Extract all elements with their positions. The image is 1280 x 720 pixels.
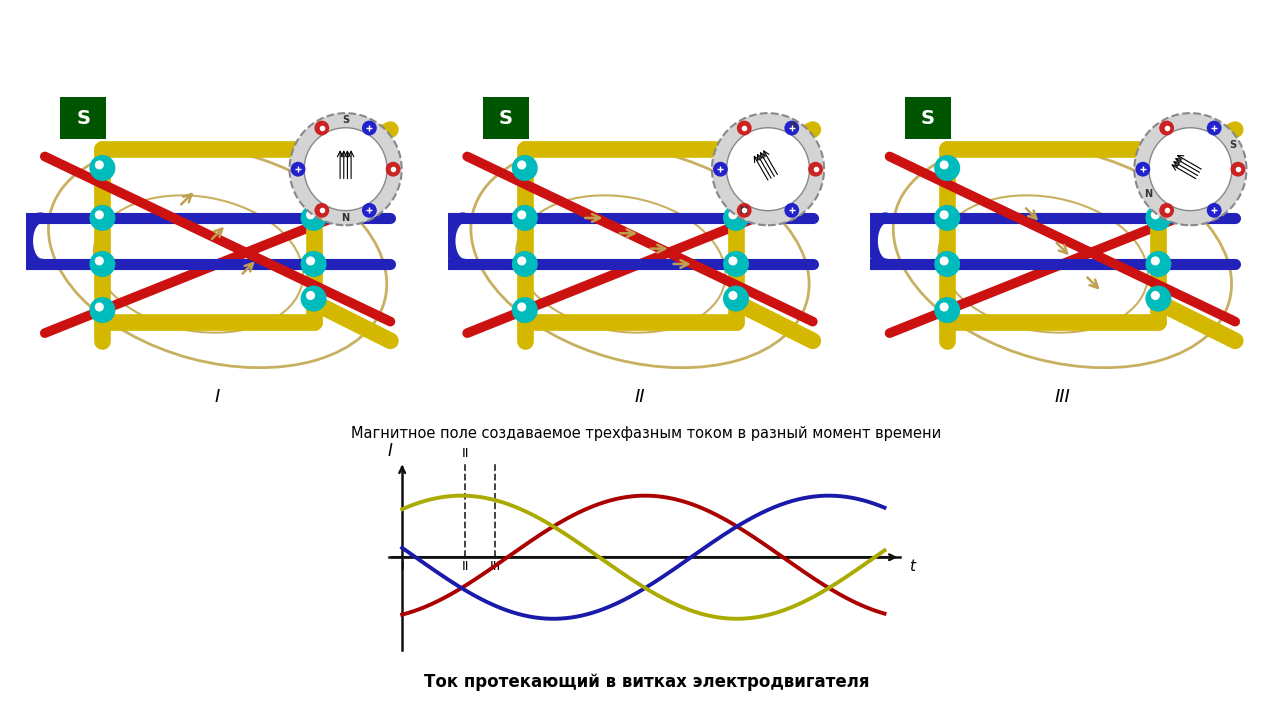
Circle shape bbox=[96, 303, 104, 311]
Circle shape bbox=[730, 292, 737, 300]
Circle shape bbox=[315, 204, 329, 217]
Text: III: III bbox=[489, 559, 500, 572]
FancyBboxPatch shape bbox=[905, 97, 951, 139]
Circle shape bbox=[301, 206, 326, 230]
Circle shape bbox=[712, 113, 824, 225]
Circle shape bbox=[301, 167, 326, 192]
Circle shape bbox=[1137, 163, 1149, 176]
Circle shape bbox=[723, 206, 749, 230]
Circle shape bbox=[1134, 113, 1247, 225]
Circle shape bbox=[1146, 206, 1171, 230]
Circle shape bbox=[518, 303, 526, 311]
Text: N: N bbox=[342, 213, 349, 223]
Text: I: I bbox=[401, 559, 404, 572]
FancyBboxPatch shape bbox=[483, 97, 529, 139]
Circle shape bbox=[730, 257, 737, 265]
Circle shape bbox=[934, 206, 960, 230]
Circle shape bbox=[518, 211, 526, 219]
Circle shape bbox=[1152, 173, 1160, 180]
Circle shape bbox=[1160, 122, 1174, 135]
Circle shape bbox=[934, 156, 960, 180]
Circle shape bbox=[362, 122, 376, 135]
Text: S: S bbox=[342, 115, 349, 125]
Text: S: S bbox=[922, 109, 934, 127]
Text: N: N bbox=[1144, 189, 1152, 199]
Circle shape bbox=[727, 127, 809, 211]
Circle shape bbox=[315, 122, 329, 135]
Text: I: I bbox=[388, 442, 392, 460]
Circle shape bbox=[362, 204, 376, 217]
Circle shape bbox=[1152, 211, 1160, 219]
Circle shape bbox=[730, 173, 737, 180]
Circle shape bbox=[90, 252, 115, 276]
Circle shape bbox=[1146, 287, 1171, 311]
Text: Ток протекающий в витках электродвигателя: Ток протекающий в витках электродвигател… bbox=[424, 672, 869, 691]
Text: S: S bbox=[788, 122, 796, 132]
Circle shape bbox=[1207, 204, 1221, 217]
Circle shape bbox=[512, 298, 538, 323]
Text: III: III bbox=[1055, 388, 1070, 406]
Circle shape bbox=[301, 252, 326, 276]
FancyBboxPatch shape bbox=[60, 97, 106, 139]
Text: II: II bbox=[462, 447, 468, 460]
Circle shape bbox=[809, 163, 822, 176]
Circle shape bbox=[1149, 127, 1231, 211]
Circle shape bbox=[737, 122, 751, 135]
Circle shape bbox=[730, 211, 737, 219]
Circle shape bbox=[307, 292, 315, 300]
Circle shape bbox=[307, 211, 315, 219]
Circle shape bbox=[292, 163, 305, 176]
Circle shape bbox=[512, 252, 538, 276]
Circle shape bbox=[1231, 163, 1244, 176]
Circle shape bbox=[1160, 204, 1174, 217]
Circle shape bbox=[387, 163, 399, 176]
Circle shape bbox=[723, 167, 749, 192]
Circle shape bbox=[90, 206, 115, 230]
Circle shape bbox=[1146, 252, 1171, 276]
Circle shape bbox=[1152, 257, 1160, 265]
Circle shape bbox=[307, 173, 315, 180]
Text: S: S bbox=[499, 109, 512, 127]
Circle shape bbox=[723, 252, 749, 276]
Circle shape bbox=[289, 113, 402, 225]
Text: II: II bbox=[462, 559, 468, 572]
Text: I: I bbox=[215, 388, 220, 406]
Circle shape bbox=[96, 257, 104, 265]
Circle shape bbox=[941, 211, 948, 219]
Circle shape bbox=[934, 298, 960, 323]
Circle shape bbox=[512, 156, 538, 180]
Circle shape bbox=[518, 161, 526, 168]
Circle shape bbox=[301, 287, 326, 311]
Circle shape bbox=[737, 204, 751, 217]
Circle shape bbox=[1207, 122, 1221, 135]
Circle shape bbox=[941, 257, 948, 265]
Circle shape bbox=[307, 257, 315, 265]
Circle shape bbox=[785, 122, 799, 135]
Text: Магнитное поле создаваемое трехфазным током в разный момент времени: Магнитное поле создаваемое трехфазным то… bbox=[351, 426, 942, 441]
Circle shape bbox=[1146, 167, 1171, 192]
Circle shape bbox=[714, 163, 727, 176]
Circle shape bbox=[518, 257, 526, 265]
Circle shape bbox=[723, 287, 749, 311]
Text: II: II bbox=[635, 388, 645, 406]
Text: S: S bbox=[1229, 140, 1236, 150]
Circle shape bbox=[90, 156, 115, 180]
Text: t: t bbox=[909, 559, 915, 574]
Circle shape bbox=[941, 303, 948, 311]
Circle shape bbox=[785, 204, 799, 217]
Text: S: S bbox=[77, 109, 90, 127]
Circle shape bbox=[1152, 292, 1160, 300]
Circle shape bbox=[96, 161, 104, 168]
Text: N: N bbox=[740, 207, 748, 217]
Circle shape bbox=[305, 127, 387, 211]
Circle shape bbox=[512, 206, 538, 230]
Circle shape bbox=[934, 252, 960, 276]
Circle shape bbox=[90, 298, 115, 323]
Circle shape bbox=[96, 211, 104, 219]
Circle shape bbox=[941, 161, 948, 168]
